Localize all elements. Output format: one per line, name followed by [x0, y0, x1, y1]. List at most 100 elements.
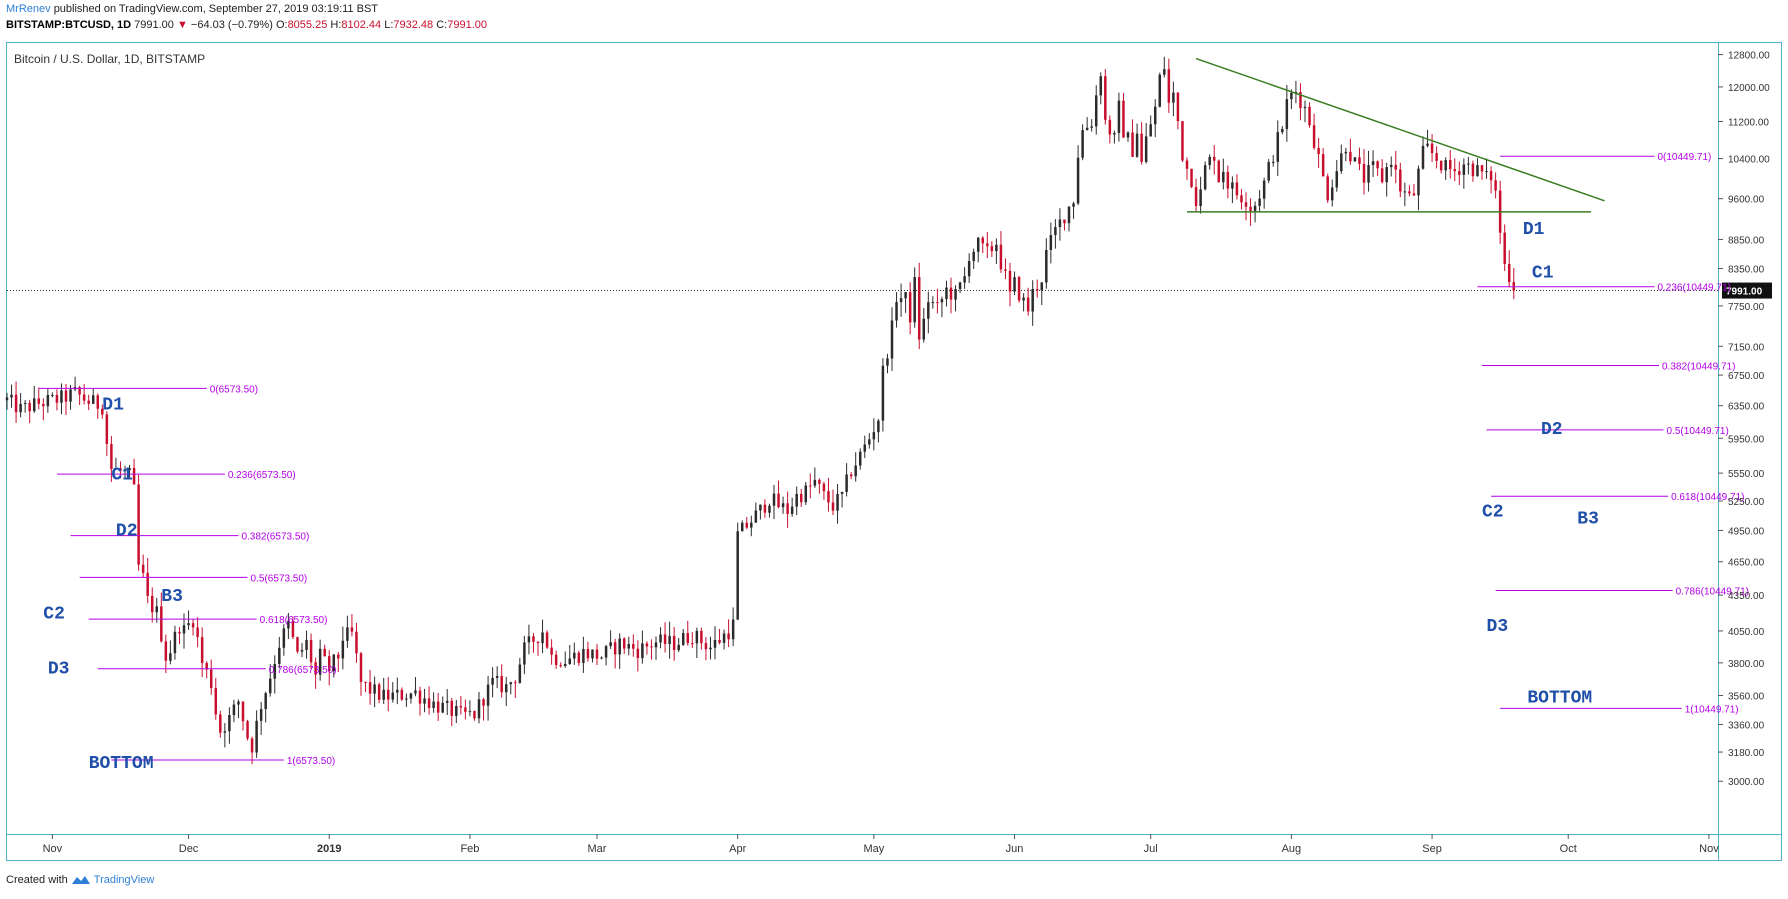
candle-body [187, 623, 190, 626]
price-tick-label: 4950.00 [1728, 526, 1765, 537]
candle-body [468, 711, 472, 713]
candle-body [1262, 180, 1266, 199]
price-axis[interactable]: 12800.00 12000.00 11200.00 10400.00 9600.00 8… [1718, 51, 1770, 789]
candle-body [650, 646, 653, 648]
candle-body [845, 474, 848, 492]
price-tick-label: 5950.00 [1728, 434, 1765, 445]
candle-body [1194, 187, 1198, 207]
price-tick-label: 3180.00 [1728, 748, 1765, 759]
candle-body [967, 261, 971, 277]
candle-body [141, 564, 145, 573]
candle-body [559, 665, 562, 667]
candle-body [504, 684, 508, 693]
candle-body [1235, 182, 1239, 196]
candle-body [495, 675, 499, 678]
price-tick-label: 3000.00 [1728, 777, 1765, 788]
candle-body [1290, 92, 1293, 100]
candle-body [391, 692, 395, 700]
candle-body [913, 277, 916, 323]
candle-body [1435, 153, 1438, 161]
candle-body [246, 721, 249, 739]
candle-body [586, 648, 590, 659]
candle-body [436, 701, 440, 713]
candle-body [736, 531, 739, 620]
candle-body [1099, 76, 1103, 96]
candle-body [1444, 160, 1447, 171]
candle-body [1149, 124, 1152, 137]
wave-label: D3 [48, 659, 70, 679]
candle-body [1430, 143, 1434, 154]
candle-body [332, 654, 336, 672]
candle-body [677, 644, 680, 651]
candle-body [1276, 132, 1280, 162]
candle-body [849, 474, 853, 477]
candle-body [209, 669, 213, 689]
trendlines-group [1187, 57, 1605, 213]
candle-body [781, 503, 785, 508]
candle-body [445, 700, 449, 703]
candle-body [672, 635, 676, 651]
candle-body [291, 620, 295, 638]
candle-body [1299, 91, 1302, 109]
candle-body [114, 468, 118, 470]
candle-body [632, 644, 635, 649]
fib-level-label: 1(6573.50) [287, 756, 335, 767]
candle-body [1176, 92, 1180, 122]
candle-body [409, 693, 413, 699]
candle-body [1094, 95, 1098, 127]
footer: Created with TradingView [6, 874, 154, 886]
candle-body [60, 390, 63, 403]
symbol-label[interactable]: BITSTAMP:BTCUSD, 1D [6, 19, 132, 31]
wave-label: C2 [1482, 502, 1504, 522]
time-axis[interactable]: Nov Dec 2019 Feb Mar Apr May Jun Jul Aug Sep Oct Nov [43, 834, 1720, 855]
candle-body [1040, 282, 1044, 291]
author-link[interactable]: MrRenev [6, 3, 51, 15]
time-tick-label: Aug [1282, 843, 1302, 855]
candle-body [945, 287, 948, 300]
tradingview-logo-icon [71, 876, 90, 884]
candle-body [591, 649, 594, 659]
candle-body [1417, 168, 1420, 196]
candle-body [659, 634, 662, 643]
candle-body [613, 642, 617, 655]
candle-body [754, 510, 758, 523]
candle-body [382, 689, 385, 700]
candle-body [441, 702, 444, 713]
candle-body [1403, 191, 1407, 193]
candle-body [750, 522, 753, 528]
candle-body [305, 639, 308, 650]
candle-body [818, 479, 821, 484]
candle-body [1222, 171, 1225, 183]
candle-body [19, 403, 22, 413]
candle-body [400, 689, 404, 700]
fib-level-label: 0.236(10449.71) [1657, 283, 1730, 294]
candle-body [722, 633, 726, 643]
candle-body [1153, 106, 1157, 125]
candle-body [486, 684, 490, 706]
candle-body [695, 630, 699, 644]
price-tick-label: 9600.00 [1728, 195, 1765, 206]
candle-body [618, 638, 621, 655]
candle-body [287, 620, 290, 629]
candle-body [423, 698, 426, 704]
candle-body [309, 639, 313, 663]
candle-body [636, 648, 640, 659]
candle-body [78, 387, 81, 395]
candle-body [704, 643, 708, 650]
fib-level-label: 0.5(6573.50) [251, 573, 308, 584]
candle-body [1013, 277, 1016, 292]
ticker-bar: BITSTAMP:BTCUSD, 1D 7991.00 ▼ −64.03 (−0… [6, 19, 487, 31]
candle-body [881, 365, 885, 421]
candle-body [772, 493, 776, 506]
tradingview-link[interactable]: TradingView [93, 874, 155, 886]
candle-body [1367, 165, 1370, 183]
candle-body [1462, 164, 1466, 175]
candle-body [972, 251, 975, 262]
candle-body [804, 485, 808, 503]
candle-body [146, 572, 149, 596]
candle-body [1208, 156, 1211, 166]
candle-body [1380, 168, 1384, 183]
candle-body [1035, 289, 1039, 291]
candle-body [886, 358, 889, 366]
